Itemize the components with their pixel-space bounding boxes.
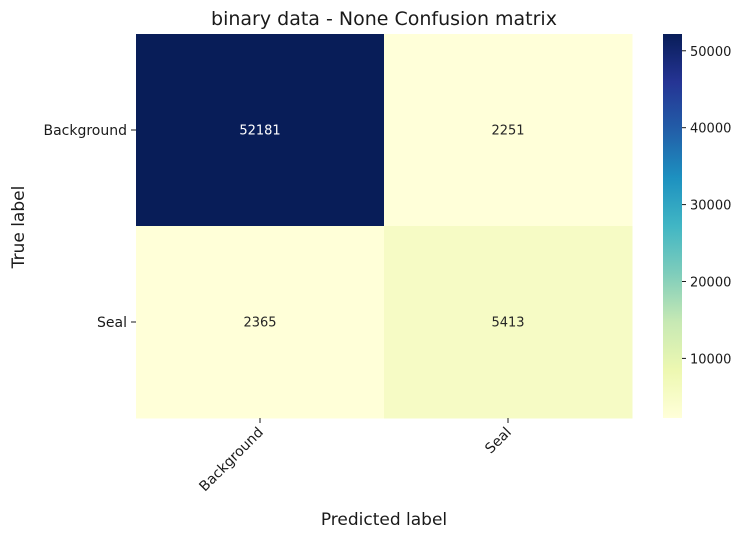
- heatmap-cell: [384, 34, 633, 227]
- y-axis-label: True label: [9, 186, 29, 270]
- heatmap-cells: [136, 34, 633, 419]
- heatmap-cell: [384, 226, 633, 419]
- x-axis-label: Predicted label: [321, 510, 447, 530]
- heatmap-cell: [136, 226, 385, 419]
- colorbar-tick-label: 30000: [690, 199, 731, 214]
- x-tick-label: Seal: [482, 425, 515, 458]
- cell-value-label: 5413: [491, 316, 524, 331]
- colorbar-tick-label: 20000: [690, 275, 731, 290]
- chart-title: binary data - None Confusion matrix: [211, 8, 557, 30]
- colorbar-tick-label: 50000: [690, 45, 731, 60]
- colorbar: [663, 34, 682, 418]
- y-tick-label: Seal: [97, 315, 127, 331]
- cell-value-label: 52181: [239, 124, 280, 139]
- colorbar-tick-label: 10000: [690, 352, 731, 367]
- cell-value-label: 2365: [243, 316, 276, 331]
- cell-value-label: 2251: [491, 124, 524, 139]
- colorbar-tick-label: 40000: [690, 122, 731, 137]
- y-tick-label: Background: [43, 123, 127, 139]
- heatmap-cell: [136, 34, 385, 227]
- x-tick-label: Background: [196, 425, 266, 495]
- y-axis-ticks: Background Seal: [43, 123, 136, 331]
- heatmap-cell-labels: 52181 2251 2365 5413: [239, 124, 524, 331]
- x-axis-ticks: Background Seal: [196, 418, 515, 495]
- colorbar-ticks: 10000 20000 30000 40000 50000: [682, 45, 731, 367]
